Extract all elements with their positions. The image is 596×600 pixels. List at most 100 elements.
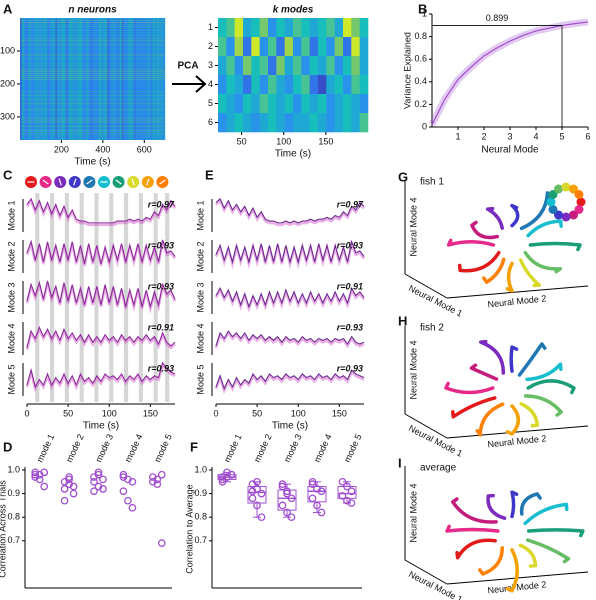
pca-arrowhead <box>195 75 207 93</box>
y-tick-label: 2 <box>208 41 213 51</box>
color-wheel-dot <box>554 210 563 220</box>
x-tick-label: 0 <box>24 408 29 418</box>
point <box>35 475 44 484</box>
heatmap-cell <box>259 56 269 76</box>
x-axis-label: Time (s) <box>83 421 119 432</box>
panel-label: A <box>3 1 13 16</box>
heatmap-texture <box>20 109 165 111</box>
heatmap-cell <box>343 56 352 76</box>
trajectory-arm <box>526 219 563 238</box>
x-tick-label: 0 <box>213 408 218 418</box>
panel-label: E <box>205 167 214 182</box>
heatmap-cell <box>218 94 227 114</box>
heatmap-cell <box>309 113 319 133</box>
heatmap-texture <box>20 79 165 80</box>
trajectory-arm <box>523 394 563 417</box>
trace-line <box>26 197 176 224</box>
heatmap-texture <box>20 48 165 50</box>
heatmap-cell <box>318 94 327 114</box>
trajectory-arm <box>505 548 519 593</box>
heatmap-texture <box>20 121 165 123</box>
panel-label: H <box>398 313 407 328</box>
heatmap-cell <box>268 75 277 95</box>
box <box>247 486 267 504</box>
heatmap-cell <box>226 75 235 95</box>
x-tick-label: 100 <box>291 408 306 418</box>
trace-line <box>26 239 176 265</box>
heatmap-cell <box>351 113 360 133</box>
trajectory-arm <box>519 191 553 231</box>
y-tick-label: 0.8 <box>414 31 427 41</box>
heatmap-texture <box>20 20 165 21</box>
panel-label: C <box>3 167 13 182</box>
x-axis-label: Time (s) <box>275 149 311 160</box>
heatmap-cell <box>259 75 269 95</box>
heatmap-texture <box>20 117 165 119</box>
trace-shadow <box>25 325 176 351</box>
trajectory-arm <box>455 538 497 560</box>
color-wheel-dot <box>576 197 586 207</box>
heatmap-cell <box>309 56 319 76</box>
direction-arrow <box>86 179 93 185</box>
heatmap-cell <box>259 94 269 114</box>
heatmap-texture <box>20 74 165 76</box>
trajectory-arm <box>510 203 520 228</box>
point <box>287 513 296 522</box>
heatmap-texture <box>20 129 165 131</box>
direction-arrow <box>42 179 49 185</box>
point <box>119 487 128 496</box>
x-tick-label: 5 <box>559 131 564 141</box>
heatmap-texture <box>20 125 165 127</box>
y-tick-label: 0.8 <box>194 512 207 522</box>
point <box>65 475 73 484</box>
trajectory-arm <box>470 220 500 240</box>
heatmap-cell <box>259 37 269 57</box>
direction-arrow <box>73 178 77 186</box>
x-axis-label: Time (s) <box>272 421 308 432</box>
x-tick-label: 2 <box>481 131 486 141</box>
panel-subtitle: fish 2 <box>420 323 444 334</box>
trace-line <box>215 197 365 224</box>
heatmap-cell <box>276 56 285 76</box>
heatmap-cell <box>326 18 335 38</box>
y-tick-label: 100 <box>0 45 15 55</box>
heatmap-texture <box>20 40 165 42</box>
trace-line <box>215 239 365 265</box>
heatmap-cell <box>226 56 235 76</box>
point <box>69 489 78 498</box>
trajectory-arm <box>509 345 519 373</box>
heatmap-texture <box>20 72 165 74</box>
heatmap-title: k modes <box>273 5 314 16</box>
point <box>94 468 103 477</box>
x-tick-label: 50 <box>63 408 73 418</box>
heatmap-cell <box>301 56 310 76</box>
heatmap-cell <box>326 75 335 95</box>
trajectory-arm <box>526 528 585 538</box>
heatmap-texture <box>20 58 165 60</box>
heatmap-cell <box>243 94 252 114</box>
row-label: Mode 4 <box>195 323 205 353</box>
heatmap-cell <box>334 75 344 95</box>
panel-label: G <box>398 169 408 184</box>
row-label: Mode 5 <box>195 364 205 394</box>
point <box>60 496 69 505</box>
point <box>128 477 137 486</box>
heatmap-cell <box>318 56 327 76</box>
trajectory-arm <box>485 206 504 230</box>
heatmap-cell <box>218 75 227 95</box>
y-tick-label: 0.7 <box>194 535 207 545</box>
heatmap-texture <box>20 22 165 23</box>
row-label: Mode 1 <box>6 200 16 230</box>
heatmap-texture <box>20 111 165 113</box>
heatmap-cell <box>359 56 369 76</box>
point <box>257 489 266 498</box>
trajectory-arm <box>525 362 563 382</box>
x-tick-label: 100 <box>276 136 291 146</box>
heatmap-cell <box>234 75 244 95</box>
point <box>99 485 107 493</box>
heatmap-texture <box>20 28 165 29</box>
trajectory-arm <box>469 363 499 381</box>
point <box>124 496 132 505</box>
trace-shadow <box>25 239 177 270</box>
point <box>283 508 291 517</box>
